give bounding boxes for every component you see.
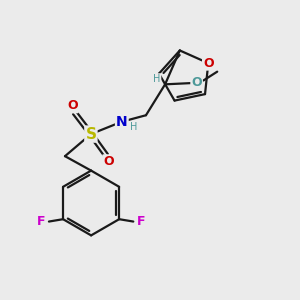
Text: O: O [203, 57, 214, 70]
Text: H: H [130, 122, 138, 132]
Text: N: N [116, 115, 128, 129]
Text: S: S [85, 127, 96, 142]
Text: O: O [191, 76, 202, 89]
Text: H: H [153, 74, 161, 84]
Text: F: F [137, 215, 146, 228]
Text: F: F [36, 215, 45, 228]
Text: O: O [103, 155, 114, 168]
Text: O: O [67, 99, 78, 112]
